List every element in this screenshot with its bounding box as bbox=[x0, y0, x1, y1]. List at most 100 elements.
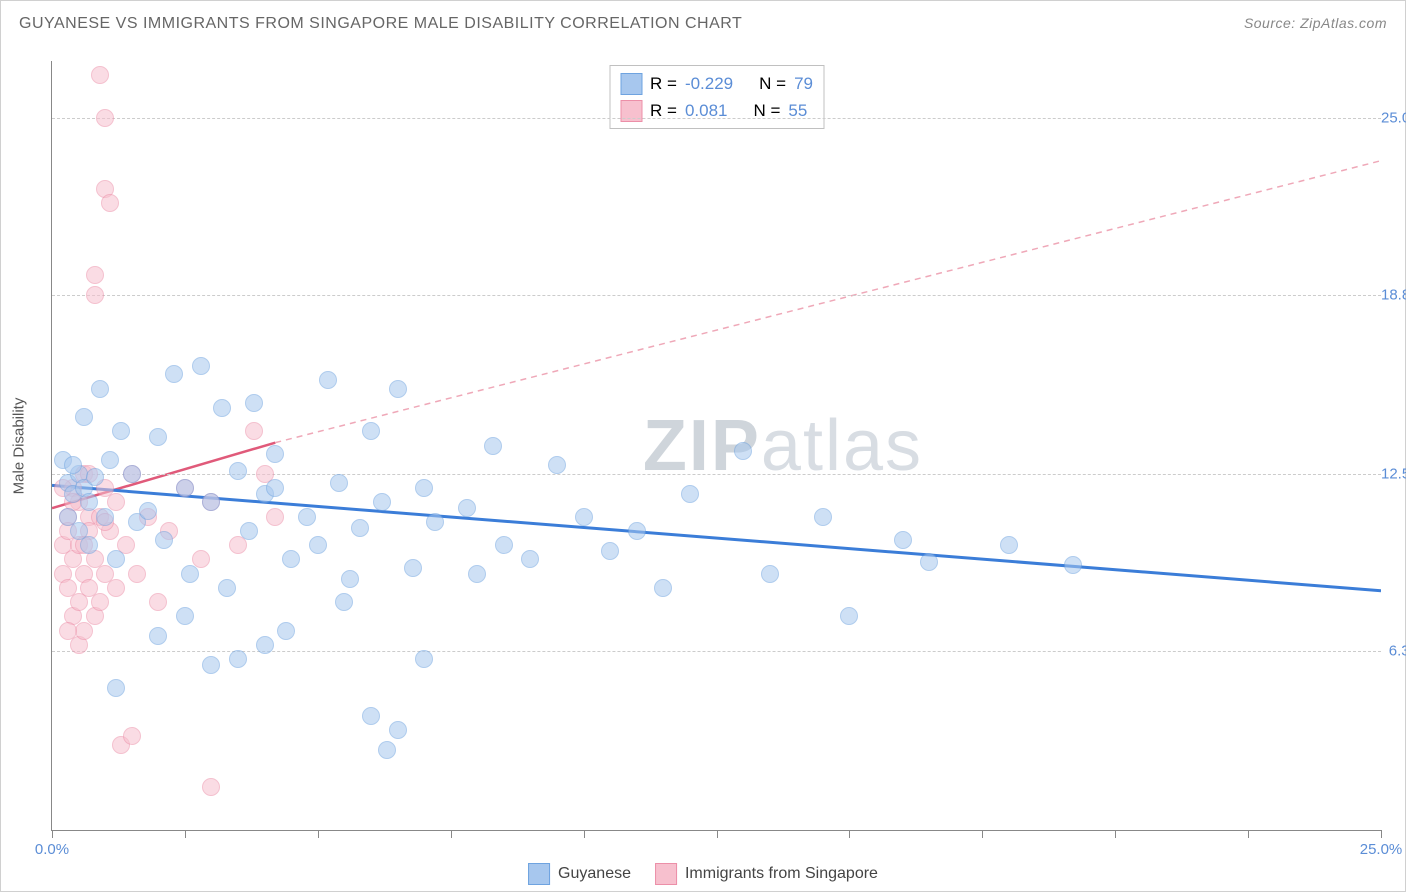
scatter-point-blue bbox=[64, 456, 82, 474]
scatter-point-blue bbox=[181, 565, 199, 583]
scatter-point-blue bbox=[389, 721, 407, 739]
scatter-point-blue bbox=[309, 536, 327, 554]
scatter-point-blue bbox=[426, 513, 444, 531]
r-label: R = bbox=[650, 97, 677, 124]
scatter-point-pink bbox=[123, 727, 141, 745]
scatter-point-blue bbox=[734, 442, 752, 460]
scatter-point-pink bbox=[245, 422, 263, 440]
x-tick bbox=[849, 830, 850, 838]
scatter-point-blue bbox=[521, 550, 539, 568]
x-tick bbox=[584, 830, 585, 838]
scatter-point-blue bbox=[335, 593, 353, 611]
legend-label-singapore: Immigrants from Singapore bbox=[685, 865, 878, 883]
scatter-point-pink bbox=[202, 778, 220, 796]
r-label: R = bbox=[650, 70, 677, 97]
scatter-point-pink bbox=[86, 266, 104, 284]
scatter-point-blue bbox=[628, 522, 646, 540]
y-tick-label: 25.0% bbox=[1381, 109, 1406, 126]
scatter-point-pink bbox=[96, 109, 114, 127]
scatter-point-blue bbox=[814, 508, 832, 526]
scatter-point-blue bbox=[282, 550, 300, 568]
legend-series: Guyanese Immigrants from Singapore bbox=[528, 863, 878, 885]
x-tick bbox=[185, 830, 186, 838]
chart-title: GUYANESE VS IMMIGRANTS FROM SINGAPORE MA… bbox=[19, 15, 742, 33]
scatter-point-blue bbox=[277, 622, 295, 640]
scatter-point-blue bbox=[415, 650, 433, 668]
scatter-point-blue bbox=[378, 741, 396, 759]
scatter-point-blue bbox=[112, 422, 130, 440]
legend-correlation: R = -0.229 N = 79 R = 0.081 N = 55 bbox=[609, 65, 824, 129]
scatter-point-blue bbox=[75, 408, 93, 426]
x-tick-label: 25.0% bbox=[1360, 841, 1403, 858]
scatter-point-blue bbox=[107, 550, 125, 568]
scatter-point-blue bbox=[266, 479, 284, 497]
trend-lines-svg bbox=[52, 61, 1381, 830]
legend-item-guyanese: Guyanese bbox=[528, 863, 631, 885]
scatter-point-pink bbox=[91, 593, 109, 611]
scatter-point-blue bbox=[575, 508, 593, 526]
n-value-blue: 79 bbox=[794, 70, 813, 97]
scatter-point-blue bbox=[840, 607, 858, 625]
scatter-point-blue bbox=[468, 565, 486, 583]
n-value-pink: 55 bbox=[788, 97, 807, 124]
scatter-point-blue bbox=[894, 531, 912, 549]
scatter-point-blue bbox=[415, 479, 433, 497]
scatter-point-blue bbox=[86, 468, 104, 486]
plot-area: ZIPatlas R = -0.229 N = 79 R = 0.081 N =… bbox=[51, 61, 1381, 831]
legend-swatch-pink-bottom bbox=[655, 863, 677, 885]
legend-label-guyanese: Guyanese bbox=[558, 865, 631, 883]
y-tick-label: 18.8% bbox=[1381, 286, 1406, 303]
scatter-point-blue bbox=[404, 559, 422, 577]
scatter-point-blue bbox=[654, 579, 672, 597]
x-tick bbox=[1381, 830, 1382, 838]
scatter-point-blue bbox=[96, 508, 114, 526]
legend-row-singapore: R = 0.081 N = 55 bbox=[620, 97, 813, 124]
scatter-point-pink bbox=[91, 66, 109, 84]
n-label: N = bbox=[759, 70, 786, 97]
scatter-point-blue bbox=[458, 499, 476, 517]
gridline bbox=[52, 118, 1381, 119]
r-value-blue: -0.229 bbox=[685, 70, 733, 97]
scatter-point-blue bbox=[91, 380, 109, 398]
scatter-point-blue bbox=[80, 493, 98, 511]
x-tick bbox=[318, 830, 319, 838]
scatter-point-pink bbox=[128, 565, 146, 583]
scatter-point-pink bbox=[86, 286, 104, 304]
scatter-point-blue bbox=[240, 522, 258, 540]
x-tick bbox=[451, 830, 452, 838]
legend-item-singapore: Immigrants from Singapore bbox=[655, 863, 878, 885]
y-axis-label: Male Disability bbox=[11, 398, 28, 495]
legend-swatch-blue bbox=[620, 73, 642, 95]
scatter-point-blue bbox=[202, 493, 220, 511]
gridline bbox=[52, 651, 1381, 652]
scatter-point-blue bbox=[155, 531, 173, 549]
scatter-point-blue bbox=[920, 553, 938, 571]
scatter-point-blue bbox=[256, 636, 274, 654]
r-value-pink: 0.081 bbox=[685, 97, 728, 124]
scatter-point-blue bbox=[681, 485, 699, 503]
scatter-point-blue bbox=[218, 579, 236, 597]
scatter-point-blue bbox=[484, 437, 502, 455]
scatter-point-pink bbox=[101, 194, 119, 212]
scatter-point-blue bbox=[176, 479, 194, 497]
scatter-point-blue bbox=[229, 650, 247, 668]
chart-source: Source: ZipAtlas.com bbox=[1244, 15, 1387, 33]
scatter-point-blue bbox=[149, 627, 167, 645]
trend-extrap-pink bbox=[275, 161, 1381, 443]
scatter-point-blue bbox=[1000, 536, 1018, 554]
scatter-point-blue bbox=[139, 502, 157, 520]
scatter-point-blue bbox=[548, 456, 566, 474]
x-tick-label: 0.0% bbox=[35, 841, 69, 858]
x-tick bbox=[52, 830, 53, 838]
x-tick bbox=[982, 830, 983, 838]
scatter-point-blue bbox=[123, 465, 141, 483]
scatter-point-blue bbox=[351, 519, 369, 537]
scatter-point-pink bbox=[266, 508, 284, 526]
x-tick bbox=[1248, 830, 1249, 838]
n-label: N = bbox=[753, 97, 780, 124]
scatter-point-blue bbox=[341, 570, 359, 588]
scatter-point-blue bbox=[389, 380, 407, 398]
scatter-point-blue bbox=[70, 522, 88, 540]
scatter-point-blue bbox=[1064, 556, 1082, 574]
x-tick bbox=[717, 830, 718, 838]
